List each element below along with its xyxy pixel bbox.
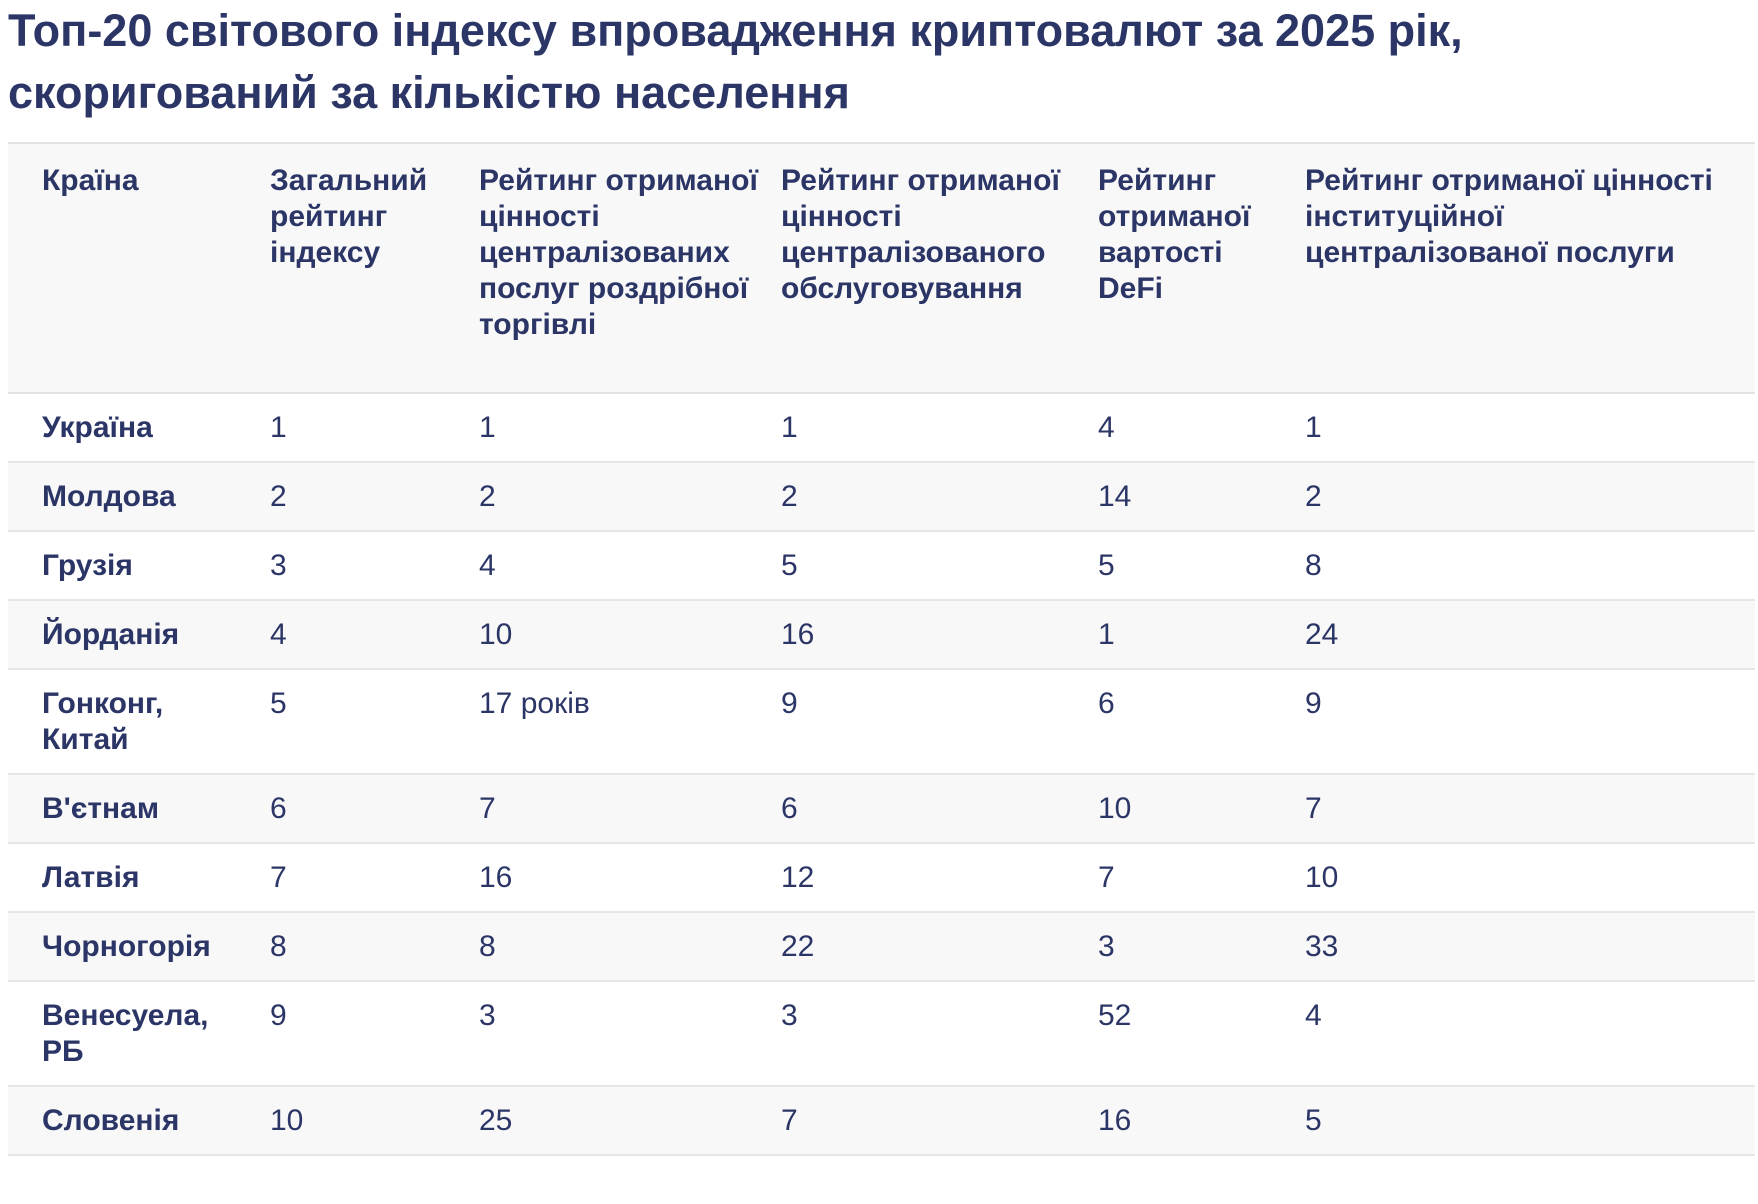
header-institutional-rank: Рейтинг отриманої цінності інституційної… (1305, 164, 1713, 269)
table-row: Україна 1 1 1 4 1 (8, 393, 1755, 462)
institutional-rank-cell: 4 (1305, 999, 1322, 1032)
cex-rank-cell: 6 (781, 792, 798, 825)
institutional-rank-cell: 33 (1305, 930, 1339, 963)
table-row: Йорданія 4 10 16 1 24 (8, 600, 1755, 669)
header-cex-rank: Рейтинг отриманої цінності централізован… (781, 164, 1060, 305)
header-retail-cex-rank: Рейтинг отриманої цінності централізован… (479, 164, 758, 341)
institutional-rank-cell: 5 (1305, 1104, 1322, 1137)
country-cell: Молдова (42, 480, 176, 513)
header-overall-rank: Загальний рейтинг індексу (270, 164, 428, 269)
retail-cex-rank-cell: 7 (479, 792, 496, 825)
overall-rank-cell: 2 (270, 480, 287, 513)
table-header: Країна Загальний рейтинг індексу Рейтинг… (8, 143, 1755, 393)
cex-rank-cell: 9 (781, 687, 798, 720)
retail-cex-rank-cell: 8 (479, 930, 496, 963)
defi-rank-cell: 52 (1098, 999, 1132, 1032)
ranking-table-container: Країна Загальний рейтинг індексу Рейтинг… (8, 142, 1755, 1156)
country-cell: Україна (42, 411, 153, 444)
defi-rank-cell: 7 (1098, 861, 1115, 894)
table-row: Чорногорія 8 8 22 3 33 (8, 912, 1755, 981)
institutional-rank-cell: 10 (1305, 861, 1339, 894)
table-row: Латвія 7 16 12 7 10 (8, 843, 1755, 912)
cex-rank-cell: 12 (781, 861, 815, 894)
institutional-rank-cell: 8 (1305, 549, 1322, 582)
overall-rank-cell: 8 (270, 930, 287, 963)
defi-rank-cell: 14 (1098, 480, 1132, 513)
institutional-rank-cell: 9 (1305, 687, 1322, 720)
defi-rank-cell: 5 (1098, 549, 1115, 582)
overall-rank-cell: 9 (270, 999, 287, 1032)
retail-cex-rank-cell: 4 (479, 549, 496, 582)
retail-cex-rank-cell: 17 років (479, 687, 590, 720)
overall-rank-cell: 3 (270, 549, 287, 582)
retail-cex-rank-cell: 3 (479, 999, 496, 1032)
ranking-table: Країна Загальний рейтинг індексу Рейтинг… (8, 142, 1755, 1156)
overall-rank-cell: 4 (270, 618, 287, 651)
country-cell: Йорданія (42, 618, 180, 651)
overall-rank-cell: 1 (270, 411, 287, 444)
defi-rank-cell: 10 (1098, 792, 1132, 825)
header-country: Країна (42, 164, 139, 197)
cex-rank-cell: 3 (781, 999, 798, 1032)
header-defi-rank: Рейтинг отриманої вартості DeFi (1098, 164, 1251, 305)
country-cell: Латвія (42, 861, 140, 894)
table-row: Молдова 2 2 2 14 2 (8, 462, 1755, 531)
retail-cex-rank-cell: 2 (479, 480, 496, 513)
retail-cex-rank-cell: 1 (479, 411, 496, 444)
header-row: Країна Загальний рейтинг індексу Рейтинг… (8, 143, 1755, 393)
cex-rank-cell: 5 (781, 549, 798, 582)
table-row: В'єтнам 6 7 6 10 7 (8, 774, 1755, 843)
retail-cex-rank-cell: 10 (479, 618, 513, 651)
table-row: Венесуела, РБ 9 3 3 52 4 (8, 981, 1755, 1086)
defi-rank-cell: 3 (1098, 930, 1115, 963)
defi-rank-cell: 6 (1098, 687, 1115, 720)
table-row: Гонконг, Китай 5 17 років 9 6 9 (8, 669, 1755, 774)
institutional-rank-cell: 7 (1305, 792, 1322, 825)
table-row: Грузія 3 4 5 5 8 (8, 531, 1755, 600)
country-cell: Грузія (42, 549, 133, 582)
country-cell: Венесуела, РБ (42, 999, 209, 1068)
overall-rank-cell: 5 (270, 687, 287, 720)
overall-rank-cell: 7 (270, 861, 287, 894)
country-cell: Словенія (42, 1104, 180, 1137)
cex-rank-cell: 16 (781, 618, 815, 651)
retail-cex-rank-cell: 16 (479, 861, 513, 894)
cex-rank-cell: 22 (781, 930, 815, 963)
table-row: Словенія 10 25 7 16 5 (8, 1086, 1755, 1155)
country-cell: Гонконг, Китай (42, 687, 164, 756)
country-cell: В'єтнам (42, 792, 160, 825)
institutional-rank-cell: 24 (1305, 618, 1339, 651)
institutional-rank-cell: 1 (1305, 411, 1322, 444)
retail-cex-rank-cell: 25 (479, 1104, 513, 1137)
table-body: Україна 1 1 1 4 1 Молдова 2 2 2 14 2 Грузія 3 4 5 5 8 Йорд… (8, 393, 1755, 1155)
overall-rank-cell: 10 (270, 1104, 304, 1137)
defi-rank-cell: 1 (1098, 618, 1115, 651)
page-title: Топ-20 світового індексу впровадження кр… (8, 5, 1463, 118)
cex-rank-cell: 2 (781, 480, 798, 513)
institutional-rank-cell: 2 (1305, 480, 1322, 513)
overall-rank-cell: 6 (270, 792, 287, 825)
defi-rank-cell: 16 (1098, 1104, 1132, 1137)
cex-rank-cell: 7 (781, 1104, 798, 1137)
country-cell: Чорногорія (42, 930, 211, 963)
defi-rank-cell: 4 (1098, 411, 1115, 444)
cex-rank-cell: 1 (781, 411, 798, 444)
